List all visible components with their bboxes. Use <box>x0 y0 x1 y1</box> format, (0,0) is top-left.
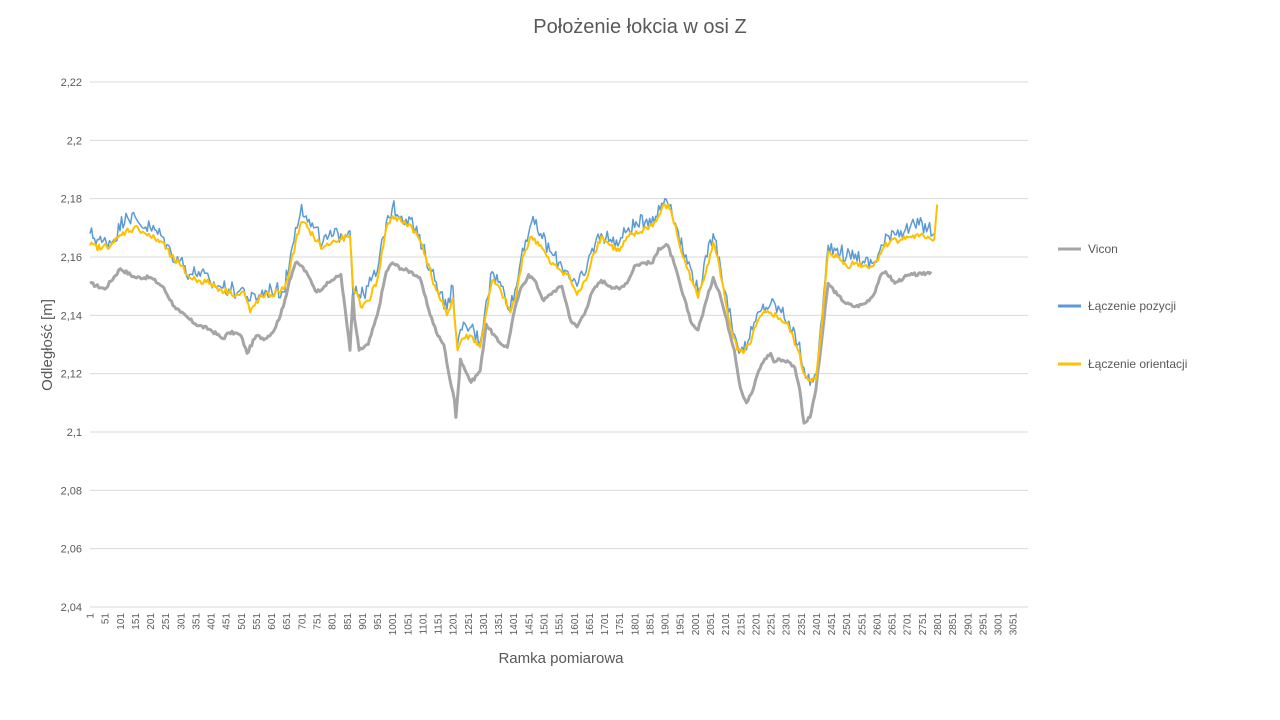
x-tick-label: 1751 <box>615 613 626 636</box>
x-tick-label: 851 <box>343 613 354 630</box>
x-axis-title: Ramka pomiarowa <box>498 650 624 667</box>
x-tick-label: 1601 <box>570 613 581 636</box>
x-tick-label: 2201 <box>751 613 762 636</box>
x-tick-label: 101 <box>116 613 127 630</box>
x-tick-label: 2901 <box>963 613 974 636</box>
x-tick-label: 2501 <box>842 613 853 636</box>
x-tick-label: 801 <box>328 613 339 630</box>
x-tick-label: 2401 <box>812 613 823 636</box>
x-tick-label: 401 <box>207 613 218 630</box>
y-tick-label: 2,12 <box>61 369 82 381</box>
x-tick-label: 751 <box>313 613 324 630</box>
x-tick-label: 3001 <box>994 613 1005 636</box>
x-tick-label: 201 <box>146 613 157 630</box>
x-tick-label: 701 <box>297 613 308 630</box>
gridlines <box>90 81 1028 608</box>
y-axis-title: Odległość [m] <box>39 299 56 391</box>
x-tick-label: 651 <box>282 613 293 630</box>
x-tick-label: 2151 <box>736 613 747 636</box>
x-tick-label: 1951 <box>676 613 687 636</box>
y-tick-label: 2,1 <box>67 427 82 439</box>
x-axis: 1 51 101 151 201 251 301 351 401 451 501 551 601 651 7… <box>86 613 1020 636</box>
x-tick-label: 2251 <box>767 613 778 636</box>
y-tick-label: 2,08 <box>61 485 82 497</box>
x-tick-label: 901 <box>358 613 369 630</box>
x-tick-label: 2101 <box>721 613 732 636</box>
x-tick-label: 2851 <box>948 613 959 636</box>
x-tick-label: 2351 <box>797 613 808 636</box>
x-tick-label: 351 <box>191 613 202 630</box>
x-tick-label: 1101 <box>418 613 429 635</box>
y-tick-label: 2,22 <box>61 77 82 89</box>
x-tick-label: 1451 <box>524 613 535 636</box>
plot-area <box>89 197 939 425</box>
x-tick-label: 1701 <box>600 613 611 636</box>
x-tick-label: 551 <box>252 613 263 630</box>
x-tick-label: 1851 <box>645 613 656 636</box>
x-tick-label: 2751 <box>918 613 929 636</box>
y-tick-label: 2,04 <box>61 602 82 614</box>
x-tick-label: 601 <box>267 613 278 630</box>
x-tick-label: 2451 <box>827 613 838 636</box>
x-tick-label: 2951 <box>978 613 989 636</box>
x-tick-label: 1051 <box>403 613 414 636</box>
x-tick-label: 1651 <box>585 613 596 636</box>
x-tick-label: 1501 <box>540 613 551 636</box>
series-line-2 <box>89 203 939 383</box>
x-tick-label: 501 <box>237 613 248 630</box>
x-tick-label: 1151 <box>434 613 445 635</box>
series-line-1 <box>89 197 935 387</box>
x-tick-label: 2051 <box>706 613 717 636</box>
x-tick-label: 2801 <box>933 613 944 636</box>
y-tick-label: 2,06 <box>61 544 82 556</box>
x-tick-label: 3051 <box>1009 613 1020 636</box>
x-tick-label: 1551 <box>555 613 566 636</box>
x-tick-label: 2001 <box>691 613 702 636</box>
x-tick-label: 2301 <box>782 613 793 636</box>
y-tick-label: 2,18 <box>61 194 82 206</box>
legend-label: Łączenie orientacji <box>1088 357 1187 371</box>
y-axis: 2,04 2,06 2,08 2,1 2,12 2,14 2,16 2,18 2,2 2,22 <box>61 77 82 614</box>
y-tick-label: 2,14 <box>61 310 82 322</box>
x-tick-label: 1801 <box>630 613 641 636</box>
legend-label: Vicon <box>1088 242 1118 256</box>
x-tick-label: 301 <box>176 613 187 630</box>
legend-label: Łączenie pozycji <box>1088 299 1176 313</box>
legend: Vicon Łączenie pozycji Łączenie orientacji <box>1058 242 1187 371</box>
x-tick-label: 2651 <box>888 613 899 636</box>
series-line-0 <box>89 242 933 425</box>
x-tick-label: 2551 <box>857 613 868 636</box>
x-tick-label: 451 <box>222 613 233 630</box>
chart-title: Położenie łokcia w osi Z <box>533 16 746 38</box>
x-tick-label: 1351 <box>494 613 505 636</box>
x-tick-label: 1 <box>86 613 97 619</box>
y-tick-label: 2,16 <box>61 252 82 264</box>
x-tick-label: 1901 <box>661 613 672 636</box>
x-tick-label: 2601 <box>872 613 883 636</box>
x-tick-label: 151 <box>131 613 142 630</box>
x-tick-label: 1401 <box>509 613 520 636</box>
x-tick-label: 1251 <box>464 613 475 636</box>
x-tick-label: 51 <box>101 613 112 625</box>
x-tick-label: 1201 <box>449 613 460 636</box>
x-tick-label: 1301 <box>479 613 490 636</box>
x-tick-label: 2701 <box>903 613 914 636</box>
y-tick-label: 2,2 <box>67 135 82 147</box>
x-tick-label: 951 <box>373 613 384 630</box>
x-tick-label: 1001 <box>388 613 399 636</box>
x-tick-label: 251 <box>161 613 172 630</box>
